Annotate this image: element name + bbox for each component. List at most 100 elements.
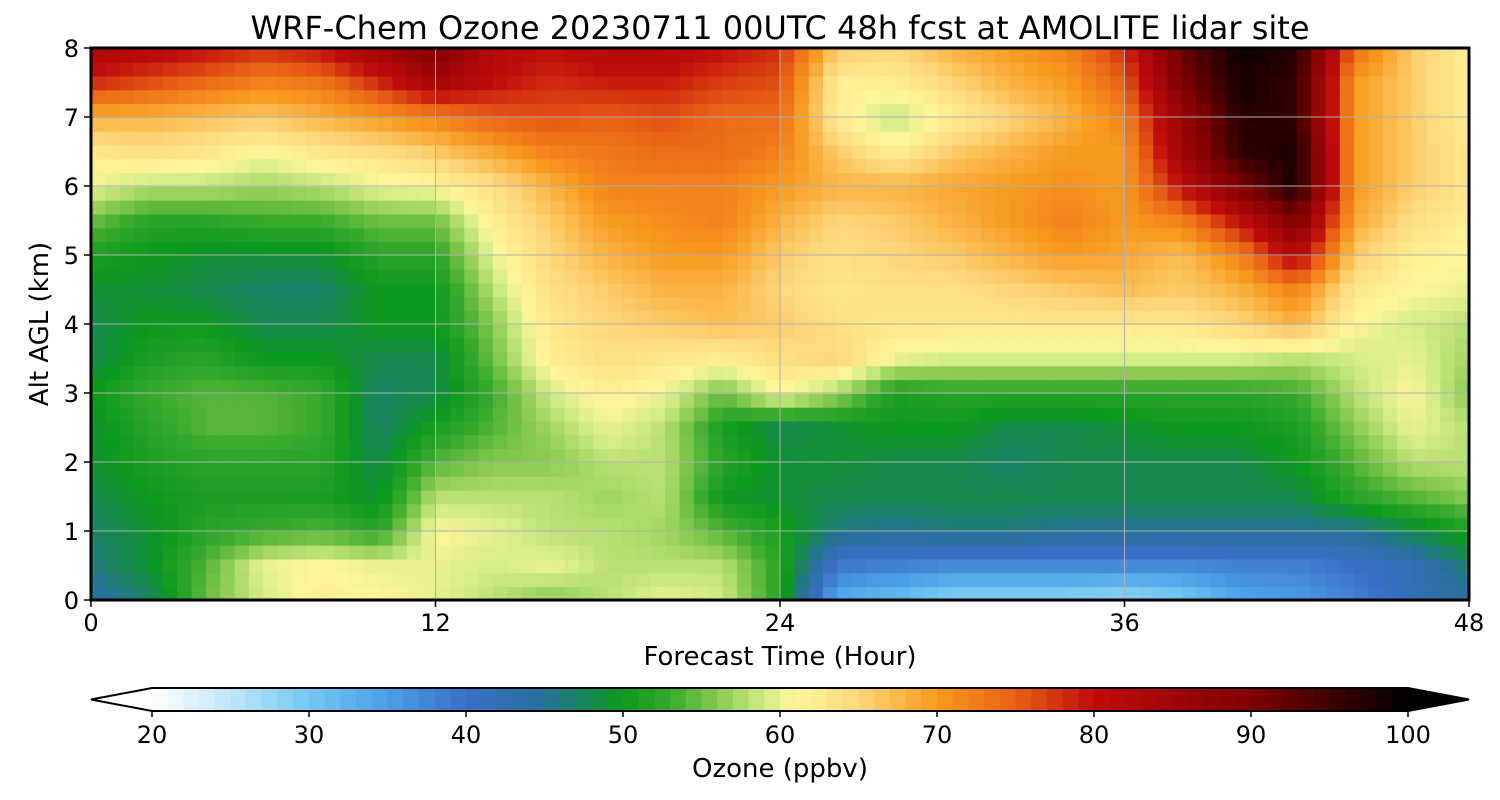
heatmap-cell bbox=[363, 324, 379, 339]
colorbar-tick-label: 50 bbox=[608, 721, 639, 749]
heatmap-cell bbox=[1009, 255, 1025, 270]
heatmap-cell bbox=[306, 199, 322, 215]
heatmap-cell bbox=[349, 61, 365, 77]
heatmap-cell bbox=[421, 544, 437, 560]
heatmap-cell bbox=[866, 75, 882, 91]
heatmap-cell bbox=[794, 475, 810, 491]
heatmap-cell bbox=[177, 310, 193, 325]
heatmap-cell bbox=[105, 61, 121, 77]
heatmap-cell bbox=[1052, 517, 1068, 532]
heatmap-cell bbox=[550, 324, 566, 339]
heatmap-cell bbox=[837, 586, 853, 600]
heatmap-cell bbox=[995, 351, 1011, 367]
heatmap-cell bbox=[550, 406, 566, 422]
heatmap-cell bbox=[392, 255, 408, 270]
heatmap-cell bbox=[765, 351, 781, 367]
heatmap-cell bbox=[952, 517, 968, 532]
heatmap-cell bbox=[1282, 48, 1298, 63]
heatmap-cell bbox=[1368, 531, 1384, 546]
heatmap-cell bbox=[722, 406, 738, 422]
heatmap-cell bbox=[335, 48, 351, 63]
heatmap-cell bbox=[464, 351, 480, 367]
heatmap-cell bbox=[378, 103, 394, 118]
heatmap-cell bbox=[464, 296, 480, 312]
heatmap-cell bbox=[1038, 324, 1054, 339]
heatmap-cell bbox=[148, 213, 164, 229]
heatmap-cell bbox=[909, 186, 925, 201]
heatmap-cell bbox=[248, 586, 265, 600]
heatmap-cell bbox=[880, 117, 896, 132]
heatmap-cell bbox=[607, 475, 623, 491]
heatmap-cell bbox=[880, 517, 896, 532]
heatmap-cell bbox=[1110, 48, 1126, 63]
heatmap-cell bbox=[105, 503, 121, 519]
heatmap-cell bbox=[421, 558, 437, 574]
heatmap-cell bbox=[952, 558, 968, 574]
colorbar-segment bbox=[167, 688, 184, 711]
heatmap-cell bbox=[507, 572, 523, 588]
heatmap-cell bbox=[995, 448, 1011, 463]
heatmap-cell bbox=[1067, 241, 1083, 256]
heatmap-cell bbox=[1311, 462, 1327, 477]
heatmap-cell bbox=[1354, 75, 1370, 91]
heatmap-cell bbox=[105, 172, 121, 187]
heatmap-cell bbox=[205, 255, 222, 270]
heatmap-cell bbox=[291, 503, 308, 519]
heatmap-cell bbox=[1239, 503, 1255, 519]
heatmap-cell bbox=[1253, 61, 1269, 77]
heatmap-cell bbox=[105, 144, 121, 160]
heatmap-cell bbox=[234, 351, 250, 367]
heatmap-cell bbox=[966, 475, 982, 491]
heatmap-cell bbox=[349, 489, 365, 505]
heatmap-cell bbox=[1268, 227, 1284, 243]
heatmap-cell bbox=[1425, 365, 1442, 381]
heatmap-cell bbox=[478, 572, 494, 588]
colorbar-segment bbox=[528, 688, 546, 711]
heatmap-cell bbox=[909, 61, 925, 77]
heatmap-cell bbox=[492, 172, 509, 187]
heatmap-cell bbox=[521, 531, 537, 546]
heatmap-cell bbox=[622, 434, 638, 450]
heatmap-cell bbox=[765, 448, 781, 463]
heatmap-cell bbox=[1239, 475, 1255, 491]
colorbar-segment bbox=[183, 688, 200, 711]
heatmap-cell bbox=[1268, 89, 1284, 105]
heatmap-cell bbox=[1009, 503, 1025, 519]
heatmap-cell bbox=[1325, 558, 1341, 574]
heatmap-cell bbox=[248, 531, 265, 546]
heatmap-cell bbox=[105, 310, 121, 325]
heatmap-cell bbox=[507, 337, 523, 353]
heatmap-cell bbox=[736, 489, 753, 505]
heatmap-cell bbox=[708, 489, 724, 505]
heatmap-cell bbox=[205, 531, 222, 546]
heatmap-cell bbox=[722, 475, 738, 491]
heatmap-cell bbox=[1425, 489, 1442, 505]
heatmap-cell bbox=[1024, 282, 1040, 298]
heatmap-cell bbox=[1368, 255, 1384, 270]
heatmap-cell bbox=[234, 282, 250, 298]
heatmap-cell bbox=[1167, 420, 1183, 436]
heatmap-cell bbox=[1296, 379, 1312, 394]
heatmap-cell bbox=[593, 227, 609, 243]
heatmap-cell bbox=[1368, 420, 1384, 436]
heatmap-cell bbox=[593, 268, 609, 284]
heatmap-cell bbox=[507, 89, 523, 105]
heatmap-cell bbox=[335, 89, 351, 105]
x-tick-label: 36 bbox=[1109, 609, 1140, 637]
heatmap-cell bbox=[1440, 406, 1456, 422]
heatmap-cell bbox=[521, 310, 537, 325]
heatmap-cell bbox=[1397, 420, 1413, 436]
heatmap-cell bbox=[837, 227, 853, 243]
heatmap-cell bbox=[306, 103, 322, 118]
heatmap-cell bbox=[1268, 172, 1284, 187]
heatmap-cell bbox=[177, 103, 193, 118]
heatmap-cell bbox=[1311, 268, 1327, 284]
heatmap-cell bbox=[535, 448, 552, 463]
heatmap-cell bbox=[1339, 475, 1356, 491]
heatmap-cell bbox=[894, 572, 911, 588]
heatmap-cell bbox=[851, 379, 868, 394]
heatmap-cell bbox=[1325, 75, 1341, 91]
heatmap-cell bbox=[722, 158, 738, 174]
heatmap-cell bbox=[435, 241, 451, 256]
heatmap-cell bbox=[1153, 310, 1169, 325]
